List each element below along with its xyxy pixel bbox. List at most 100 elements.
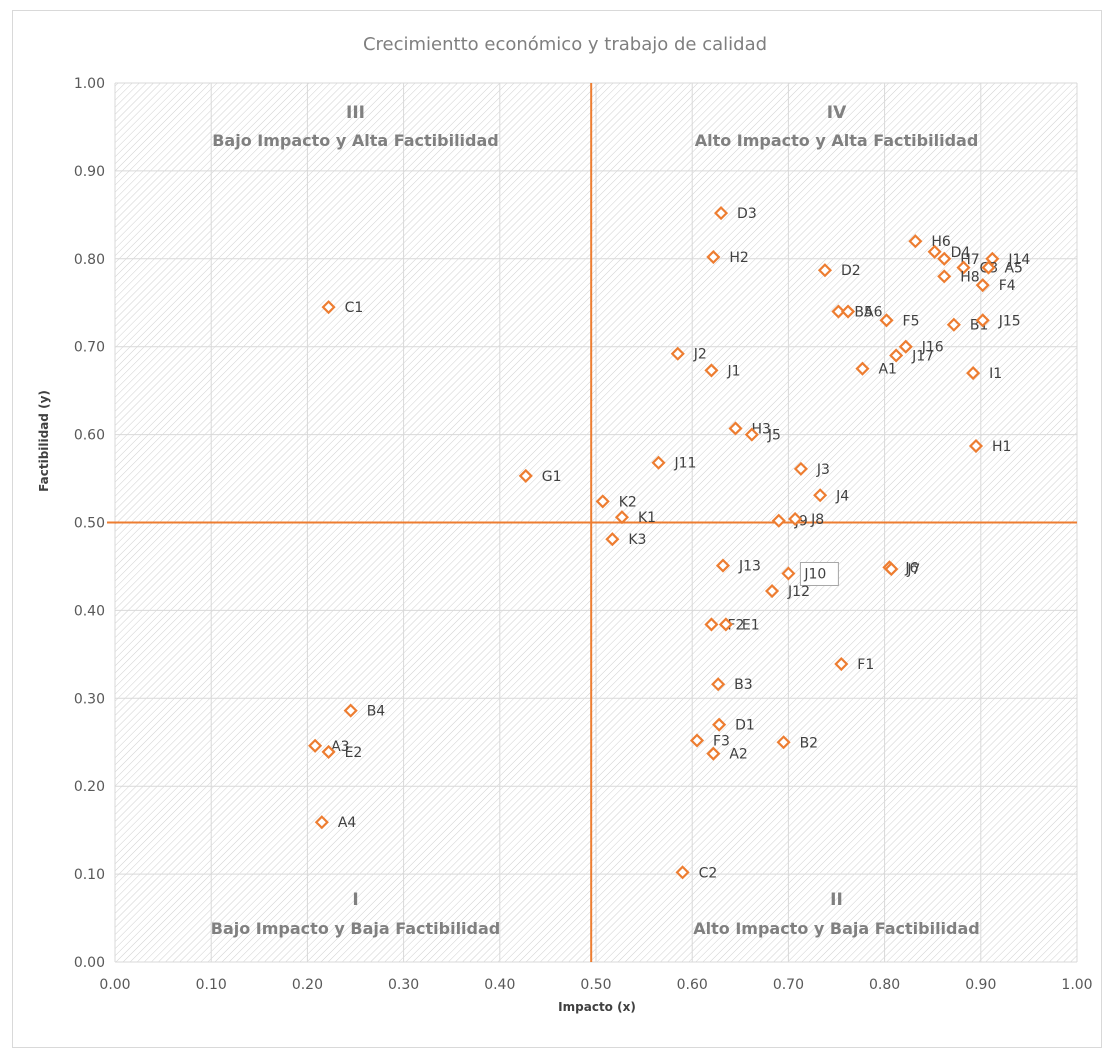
data-point-label: J14 bbox=[1007, 252, 1030, 268]
data-point-label: I1 bbox=[989, 366, 1002, 382]
data-point-label: H1 bbox=[992, 439, 1011, 455]
chart-title: Crecimientto económico y trabajo de cali… bbox=[363, 34, 767, 55]
data-point-marker bbox=[776, 735, 791, 750]
data-point-marker bbox=[670, 346, 685, 361]
data-point-label: H6 bbox=[931, 234, 951, 250]
data-point-label: J7 bbox=[906, 562, 920, 578]
data-point-label: J2 bbox=[693, 347, 707, 363]
x-tick-label: 0.00 bbox=[99, 977, 130, 993]
data-point-label: J5 bbox=[767, 428, 781, 444]
data-point-label: A1 bbox=[878, 362, 896, 378]
data-point-marker bbox=[704, 617, 719, 632]
data-point-label: J6 bbox=[904, 560, 918, 576]
data-point-label: D2 bbox=[841, 263, 861, 279]
data-point-label: C2 bbox=[699, 865, 718, 881]
data-point-marker bbox=[781, 566, 796, 581]
data-point-label: J10 bbox=[803, 566, 826, 582]
data-point-marker bbox=[675, 865, 690, 880]
data-point-marker bbox=[771, 513, 786, 528]
data-point-marker bbox=[884, 562, 899, 577]
data-point-label: A2 bbox=[729, 747, 747, 763]
data-point-marker bbox=[764, 584, 780, 599]
data-point-marker bbox=[981, 260, 996, 275]
y-tick-label: 0.60 bbox=[74, 428, 105, 444]
data-point-label: J11 bbox=[674, 456, 697, 472]
data-point-marker bbox=[715, 558, 731, 573]
data-point-label: J1 bbox=[726, 363, 740, 379]
data-point-marker bbox=[605, 532, 620, 547]
data-point-marker bbox=[968, 438, 984, 454]
data-point-label: G1 bbox=[542, 469, 562, 485]
data-point-label: A6 bbox=[864, 305, 883, 321]
data-point-marker bbox=[946, 317, 961, 332]
data-point-marker bbox=[321, 300, 336, 315]
x-tick-label: 0.10 bbox=[196, 977, 227, 993]
data-point-label: F3 bbox=[713, 733, 730, 749]
data-point-marker bbox=[321, 744, 336, 759]
data-point-label: J3 bbox=[816, 462, 830, 478]
x-tick-label: 0.30 bbox=[388, 977, 419, 993]
data-point-marker bbox=[985, 251, 1000, 266]
data-point-marker bbox=[706, 249, 721, 265]
data-point-label: F5 bbox=[903, 313, 920, 329]
data-point-marker bbox=[817, 263, 833, 278]
y-tick-label: 0.20 bbox=[74, 779, 105, 795]
data-point-marker bbox=[308, 738, 323, 753]
data-point-label: F1 bbox=[857, 657, 874, 673]
data-point-marker bbox=[744, 427, 759, 442]
y-tick-label: 1.00 bbox=[74, 76, 105, 92]
data-point-marker bbox=[314, 815, 329, 830]
data-point-label: D4 bbox=[951, 245, 971, 261]
data-point-label: H2 bbox=[729, 250, 748, 266]
data-point-marker bbox=[595, 494, 610, 509]
x-tick-label: 0.40 bbox=[484, 977, 515, 993]
quadrant-number: I bbox=[352, 890, 358, 910]
y-tick-label: 0.30 bbox=[74, 691, 105, 707]
chart-frame: Crecimientto económico y trabajo de cali… bbox=[12, 10, 1102, 1048]
data-point-marker bbox=[793, 461, 808, 476]
data-point-marker bbox=[927, 244, 942, 259]
data-point-label: F2 bbox=[727, 617, 744, 633]
data-point-marker bbox=[879, 313, 894, 328]
quadrant-number: II bbox=[830, 890, 843, 910]
data-point-label: B5 bbox=[854, 305, 873, 321]
data-point-label: K2 bbox=[619, 494, 637, 510]
data-point-marker bbox=[704, 363, 719, 378]
data-point-label: J15 bbox=[998, 313, 1021, 329]
x-tick-label: 0.20 bbox=[292, 977, 323, 993]
data-point-label: B2 bbox=[800, 735, 819, 751]
data-point-marker bbox=[975, 278, 990, 293]
data-point-label: D1 bbox=[735, 718, 755, 734]
data-point-marker bbox=[518, 468, 533, 483]
data-point-marker bbox=[937, 269, 952, 284]
data-point-marker bbox=[975, 313, 990, 328]
quadrant-number: III bbox=[346, 103, 365, 123]
data-point-label: K3 bbox=[628, 532, 646, 548]
data-point-marker bbox=[956, 260, 971, 275]
data-point-label: F4 bbox=[999, 278, 1016, 294]
x-tick-label: 0.80 bbox=[869, 977, 900, 993]
y-axis-title: Factibilidad (y) bbox=[37, 390, 51, 492]
x-tick-label: 0.90 bbox=[965, 977, 996, 993]
data-point-marker bbox=[343, 703, 358, 718]
data-point-marker bbox=[689, 733, 705, 748]
data-point-label: J13 bbox=[738, 559, 761, 575]
data-point-label: J8 bbox=[810, 512, 824, 528]
data-label-box bbox=[799, 561, 839, 586]
quadrant-label: Alto Impacto y Alta Factibilidad bbox=[695, 131, 979, 150]
quadrant-label: Alto Impacto y Baja Factibilidad bbox=[693, 919, 980, 938]
data-point-label: C1 bbox=[345, 300, 364, 316]
x-tick-label: 0.50 bbox=[580, 977, 611, 993]
quadrant-number: IV bbox=[827, 103, 847, 123]
data-point-marker bbox=[898, 339, 913, 354]
y-tick-label: 0.10 bbox=[74, 867, 105, 883]
data-point-marker bbox=[728, 421, 743, 436]
data-point-marker bbox=[614, 510, 630, 525]
data-point-marker bbox=[855, 361, 870, 376]
x-tick-label: 0.70 bbox=[773, 977, 804, 993]
data-point-label: J4 bbox=[835, 488, 849, 504]
data-point-marker bbox=[714, 206, 729, 221]
data-point-label: E2 bbox=[345, 745, 363, 761]
data-point-label: A5 bbox=[1004, 261, 1022, 277]
y-tick-label: 0.80 bbox=[74, 252, 105, 268]
